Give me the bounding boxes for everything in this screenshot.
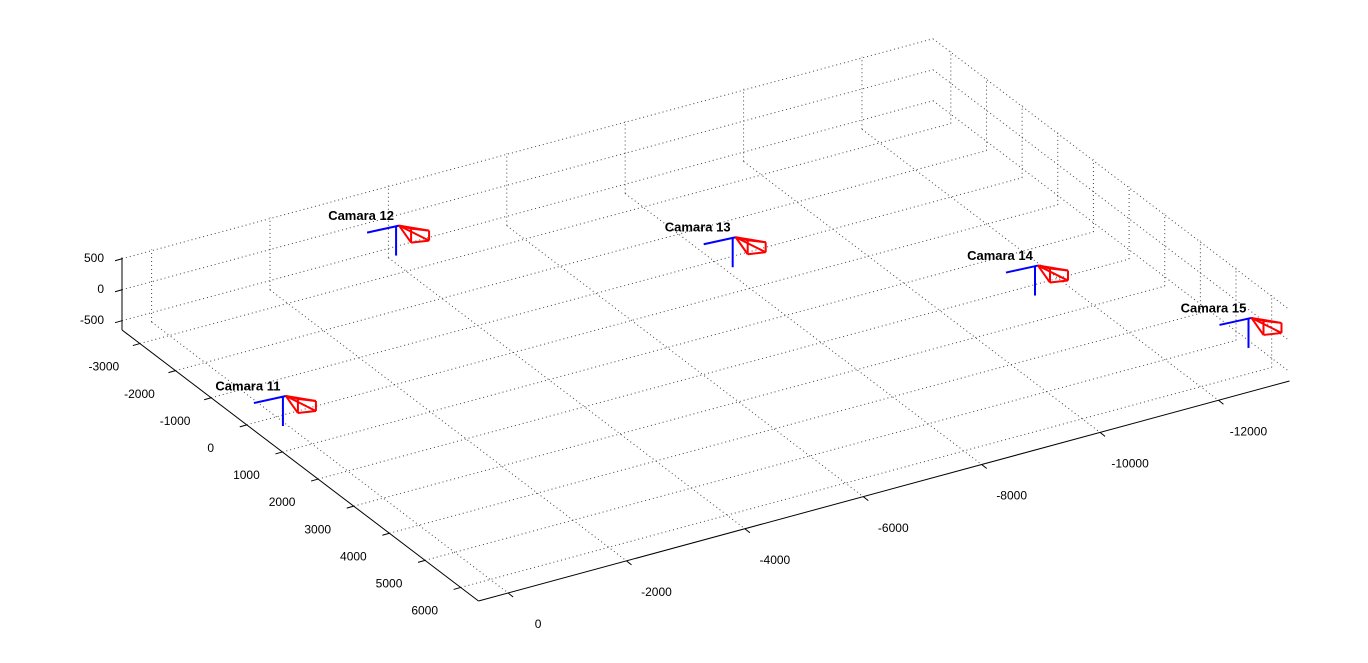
y-tick-label: 6000	[411, 604, 438, 618]
x-tick-label: 0	[535, 617, 542, 631]
camera-frustum	[398, 224, 430, 232]
camera-frustum	[1037, 264, 1069, 272]
y-axis	[121, 329, 479, 602]
camera-label: Camara 14	[967, 248, 1034, 263]
camera-frustum	[735, 236, 767, 254]
z-tick	[114, 320, 123, 324]
floor-grid-y	[424, 339, 1237, 561]
camera-frustum	[734, 236, 749, 255]
camera-axis	[366, 224, 400, 234]
x-tick	[626, 560, 632, 566]
x-tick	[744, 528, 751, 534]
camera-frustum	[1250, 317, 1265, 336]
back-grid-z	[121, 100, 934, 322]
y-tick-label: -3000	[88, 360, 119, 374]
y-tick	[239, 424, 247, 428]
floor-grid-y	[317, 258, 1130, 480]
camera-frustum	[410, 239, 430, 244]
x-tick	[981, 464, 987, 469]
camera	[1005, 264, 1069, 296]
back-grid-z	[121, 69, 934, 291]
camera-frustum	[1251, 316, 1282, 324]
floor-grid-y	[389, 312, 1201, 534]
camera-frustum	[1049, 279, 1069, 284]
camera-frustum	[1037, 264, 1051, 284]
x-tick-label: -2000	[641, 585, 672, 599]
camera-frustum	[285, 395, 317, 412]
camera-frustum	[1251, 317, 1282, 334]
camera-frustum	[747, 251, 766, 256]
camera-axis	[1219, 316, 1252, 326]
x-tick	[1099, 431, 1106, 437]
y-tick	[275, 451, 283, 455]
x-tick-label: -6000	[878, 521, 909, 535]
camera-frustum	[398, 224, 430, 242]
camera	[1219, 316, 1283, 348]
camera-axis	[253, 395, 287, 404]
x-axis	[478, 380, 1290, 602]
y-tick	[382, 532, 390, 536]
back-grid-z	[121, 38, 934, 260]
y-tick-label: 1000	[233, 468, 260, 482]
y-tick-label: -1000	[160, 414, 191, 428]
y-tick-label: -2000	[124, 387, 155, 401]
y-tick-label: 3000	[304, 522, 331, 536]
camera-frustum	[735, 236, 766, 244]
y-tick-label: 2000	[269, 495, 296, 509]
y-tick	[132, 343, 140, 347]
z-tick-label: -500	[80, 313, 104, 327]
camera-frustum	[1263, 331, 1282, 336]
x-tick-label: -8000	[996, 489, 1027, 503]
camera-frustum	[285, 395, 299, 414]
camera-label: Camara 12	[328, 208, 394, 223]
x-tick-label: -4000	[760, 553, 791, 567]
y-tick-label: 0	[207, 441, 214, 455]
y-tick-label: 5000	[376, 577, 403, 591]
y-tick	[310, 478, 319, 482]
z-tick-label: 500	[84, 251, 104, 265]
floor-grid-y	[353, 285, 1165, 507]
x-tick	[862, 496, 869, 502]
y-tick-label: 4000	[340, 549, 367, 563]
x-tick	[507, 592, 514, 598]
z-tick	[114, 289, 123, 293]
floor-grid-y	[246, 204, 1058, 426]
floor-grid-y	[210, 177, 1023, 399]
x-tick-label: -10000	[1111, 457, 1149, 471]
x-tick	[1218, 399, 1224, 405]
y-tick	[203, 397, 212, 401]
camera-frustum	[1037, 264, 1069, 282]
camera-label: Camara 11	[215, 378, 280, 393]
y-tick	[346, 505, 354, 509]
camera	[366, 224, 431, 256]
y-tick	[417, 559, 426, 563]
camera	[253, 395, 317, 427]
camera-axis	[1005, 264, 1039, 274]
floor-grid-y	[282, 231, 1094, 453]
y-tick	[168, 370, 176, 374]
floor-grid-y	[175, 150, 987, 372]
camera-frustum	[398, 225, 412, 244]
camera	[703, 236, 767, 268]
y-tick	[453, 586, 461, 590]
z-tick-label: 0	[97, 282, 104, 296]
z-tick	[114, 258, 123, 262]
camera-frustum	[297, 410, 317, 415]
floor-grid-y	[460, 366, 1272, 588]
camera-label: Camara 13	[665, 220, 731, 235]
camera-frustum	[285, 395, 317, 403]
x-tick-label: -12000	[1230, 424, 1268, 438]
camera-axis	[703, 236, 736, 246]
camera-label: Camara 15	[1181, 300, 1247, 315]
floor-grid-y	[139, 123, 951, 345]
